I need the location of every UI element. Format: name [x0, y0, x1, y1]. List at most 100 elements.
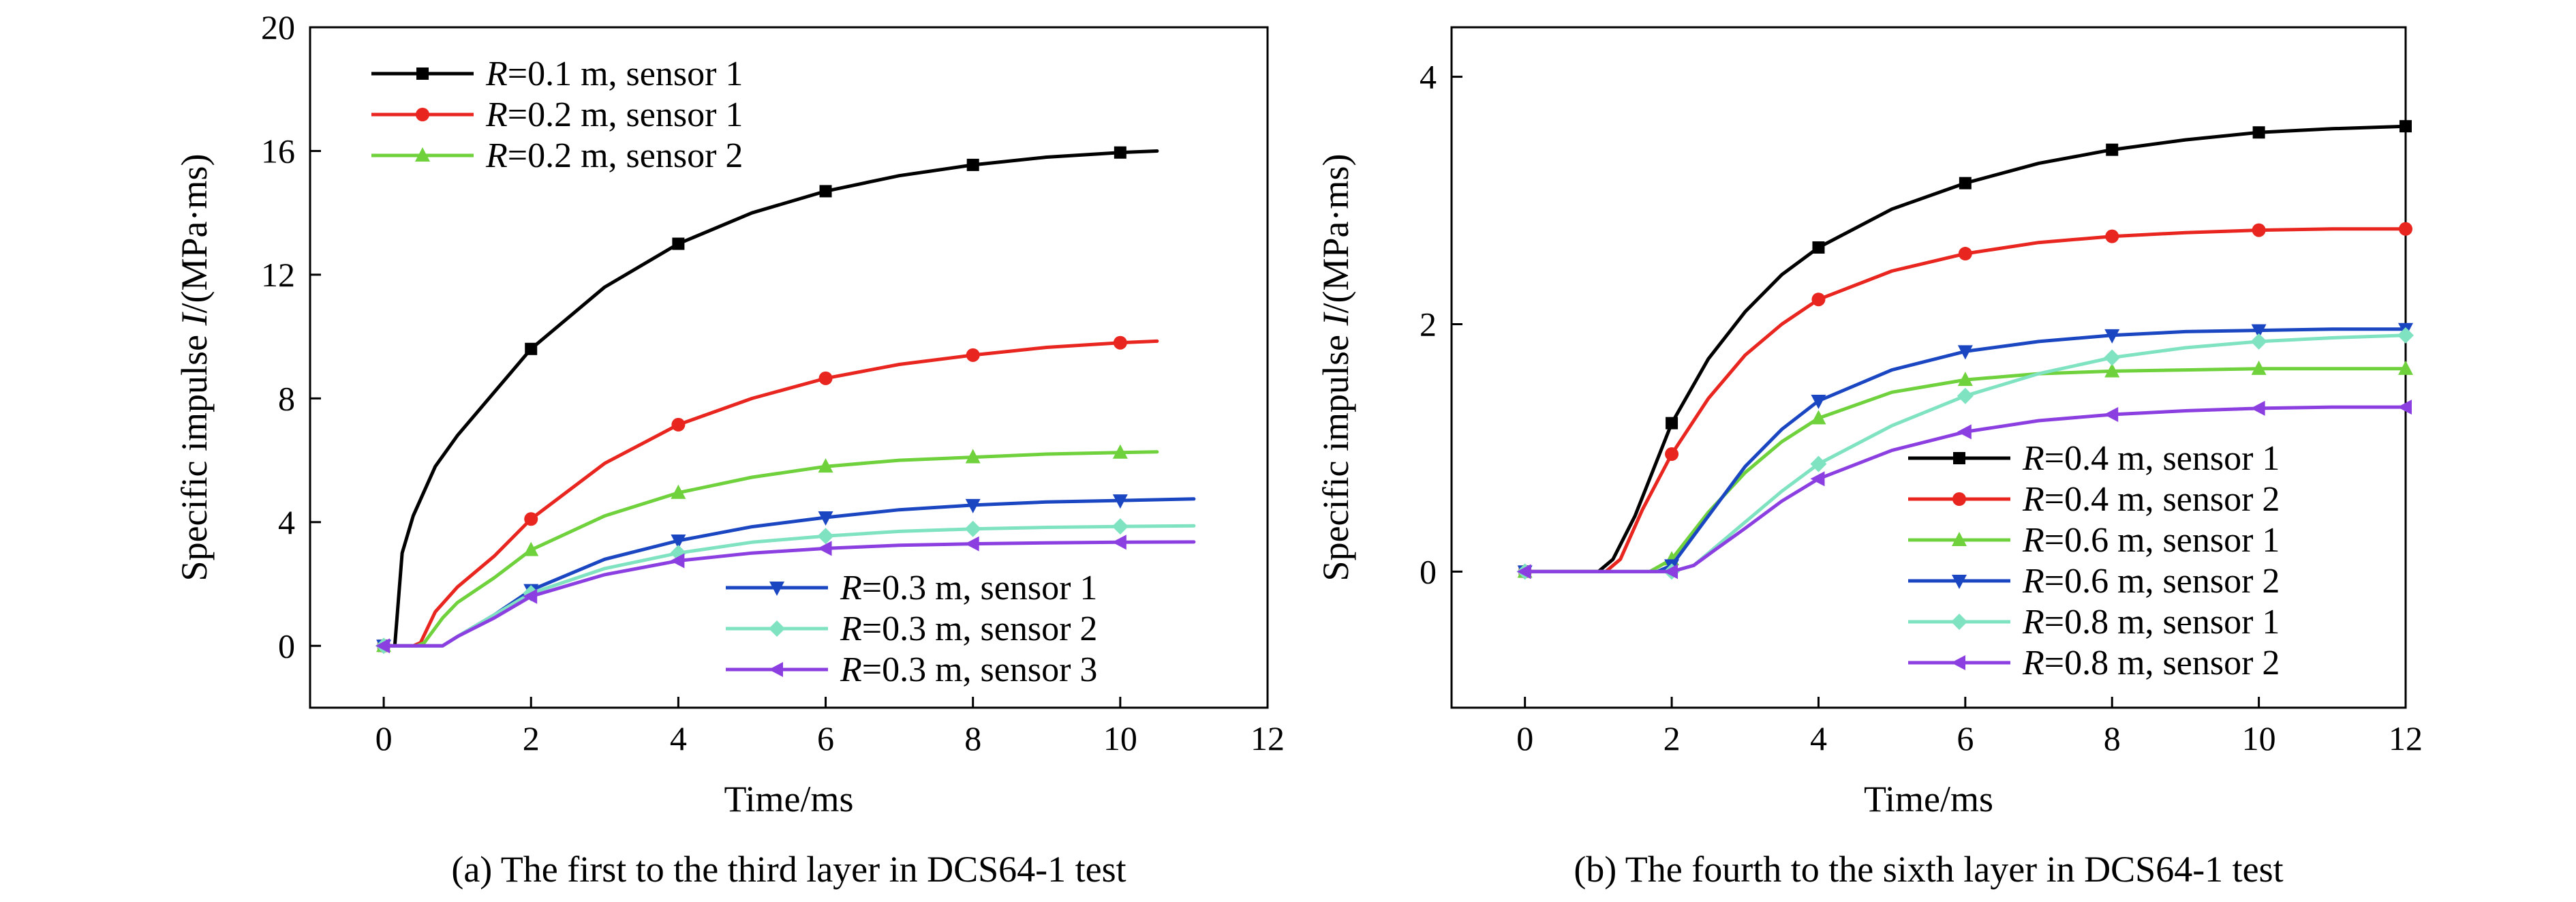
legend-label: R=0.3 m, sensor 2 [840, 610, 1097, 648]
legend-label: R=0.1 m, sensor 1 [485, 55, 743, 93]
data-point [1665, 447, 1679, 462]
legend-entry: R=0.3 m, sensor 2 [726, 610, 1097, 648]
chart-panel-a: 0 2 4 6 8 10 12 0 4 8 12 16 20 Time/ms Specific impuls… [174, 8, 1285, 890]
data-point [2399, 120, 2412, 133]
legend-label: R=0.8 m, sensor 1 [2022, 603, 2280, 642]
x-tick-label: 8 [2104, 719, 2121, 757]
data-point [523, 588, 538, 604]
data-point [2250, 333, 2267, 350]
x-tick-label: 0 [1516, 719, 1533, 757]
data-point [818, 511, 833, 526]
data-point [524, 512, 538, 526]
legend-entry: R=0.2 m, sensor 2 [371, 136, 743, 175]
x-axis-title: Time/ms [1864, 779, 1993, 820]
x-tick-label: 0 [375, 719, 393, 757]
x-tick-label: 4 [670, 719, 687, 757]
legend-marker [1951, 614, 1967, 630]
data-point [1112, 444, 1128, 459]
legend-marker [769, 582, 784, 596]
legend-entry: R=0.6 m, sensor 1 [1908, 521, 2280, 560]
legend-marker [416, 108, 429, 121]
data-point [375, 638, 390, 654]
data-point [1957, 372, 1973, 387]
data-point [671, 417, 686, 432]
y-tick-label: 4 [1420, 58, 1437, 96]
legend-label: R=0.3 m, sensor 1 [840, 569, 1097, 607]
data-point [1663, 564, 1678, 580]
data-point [523, 541, 539, 556]
x-tick-label: 10 [1103, 719, 1137, 757]
x-tick-label: 2 [1663, 719, 1681, 757]
legend-marker [1952, 575, 1967, 589]
data-point [671, 535, 686, 550]
series-line [1523, 405, 2408, 573]
series-line [382, 450, 1159, 648]
data-point [1811, 410, 1826, 425]
x-tick-label: 2 [523, 719, 540, 757]
data-point [1111, 518, 1129, 535]
data-point [1114, 146, 1126, 159]
x-tick-label: 6 [1957, 719, 1974, 757]
y-axis-title: Specific impulse I/(MPa·ms) [174, 154, 215, 582]
legend-marker [1953, 452, 1965, 464]
legend-label: R=0.4 m, sensor 2 [2022, 480, 2280, 519]
y-tick-label: 16 [261, 132, 295, 170]
legend-entry: R=0.2 m, sensor 1 [371, 95, 743, 134]
data-point [2104, 406, 2119, 422]
data-point [1810, 471, 1825, 487]
x-axis-title: Time/ms [724, 779, 853, 820]
data-point [966, 158, 979, 171]
data-point [966, 348, 980, 362]
y-tick-label: 12 [261, 256, 295, 294]
y-tick-label: 8 [278, 379, 295, 417]
data-point [2251, 360, 2267, 375]
legend-marker [769, 620, 785, 637]
series-line [382, 149, 1159, 648]
data-point [1959, 177, 1972, 190]
series-line [1523, 327, 2408, 573]
data-point [964, 520, 981, 537]
data-point [2399, 222, 2412, 236]
data-point [2105, 229, 2119, 243]
data-point [1112, 494, 1128, 509]
data-point [1811, 394, 1826, 409]
legend-entry: R=0.4 m, sensor 1 [1908, 439, 2280, 478]
series-group [377, 335, 1159, 653]
x-tick-label: 8 [964, 719, 981, 757]
legend-marker [415, 147, 430, 162]
data-point [1958, 247, 1972, 261]
y-tick-label: 20 [261, 8, 295, 46]
data-point [670, 553, 685, 569]
data-point [817, 528, 834, 545]
data-point [1812, 241, 1825, 254]
legend-marker [416, 67, 429, 80]
legend-marker [1952, 532, 1967, 546]
data-point [2106, 143, 2119, 156]
y-axis-title: Specific impulse I/(MPa·ms) [1315, 154, 1356, 582]
legend-label: R=0.6 m, sensor 2 [2022, 562, 2280, 601]
figure-caption: (a) The first to the third layer in DCS6… [451, 849, 1126, 890]
x-tick-label: 4 [1810, 719, 1827, 757]
legend-entry: R=0.3 m, sensor 3 [726, 650, 1097, 689]
plot-frame [309, 26, 1269, 709]
legend-label: R=0.2 m, sensor 2 [485, 136, 743, 175]
data-point [2397, 327, 2414, 344]
series-line [382, 339, 1159, 648]
x-tick-label: 12 [1251, 719, 1285, 757]
legend-label: R=0.3 m, sensor 3 [840, 650, 1097, 689]
series-group [375, 535, 1196, 654]
data-point [671, 484, 686, 499]
data-point [1811, 292, 1826, 307]
series-group [1516, 400, 2412, 580]
legend-label: R=0.6 m, sensor 1 [2022, 521, 2280, 560]
data-point [818, 458, 833, 473]
data-point [2397, 400, 2412, 415]
data-point [1957, 387, 1974, 404]
y-tick-label: 4 [278, 503, 295, 541]
data-point [2252, 223, 2266, 237]
data-point [2104, 349, 2121, 366]
data-point [1810, 455, 1827, 472]
data-point [965, 498, 981, 513]
data-point [1111, 535, 1126, 550]
